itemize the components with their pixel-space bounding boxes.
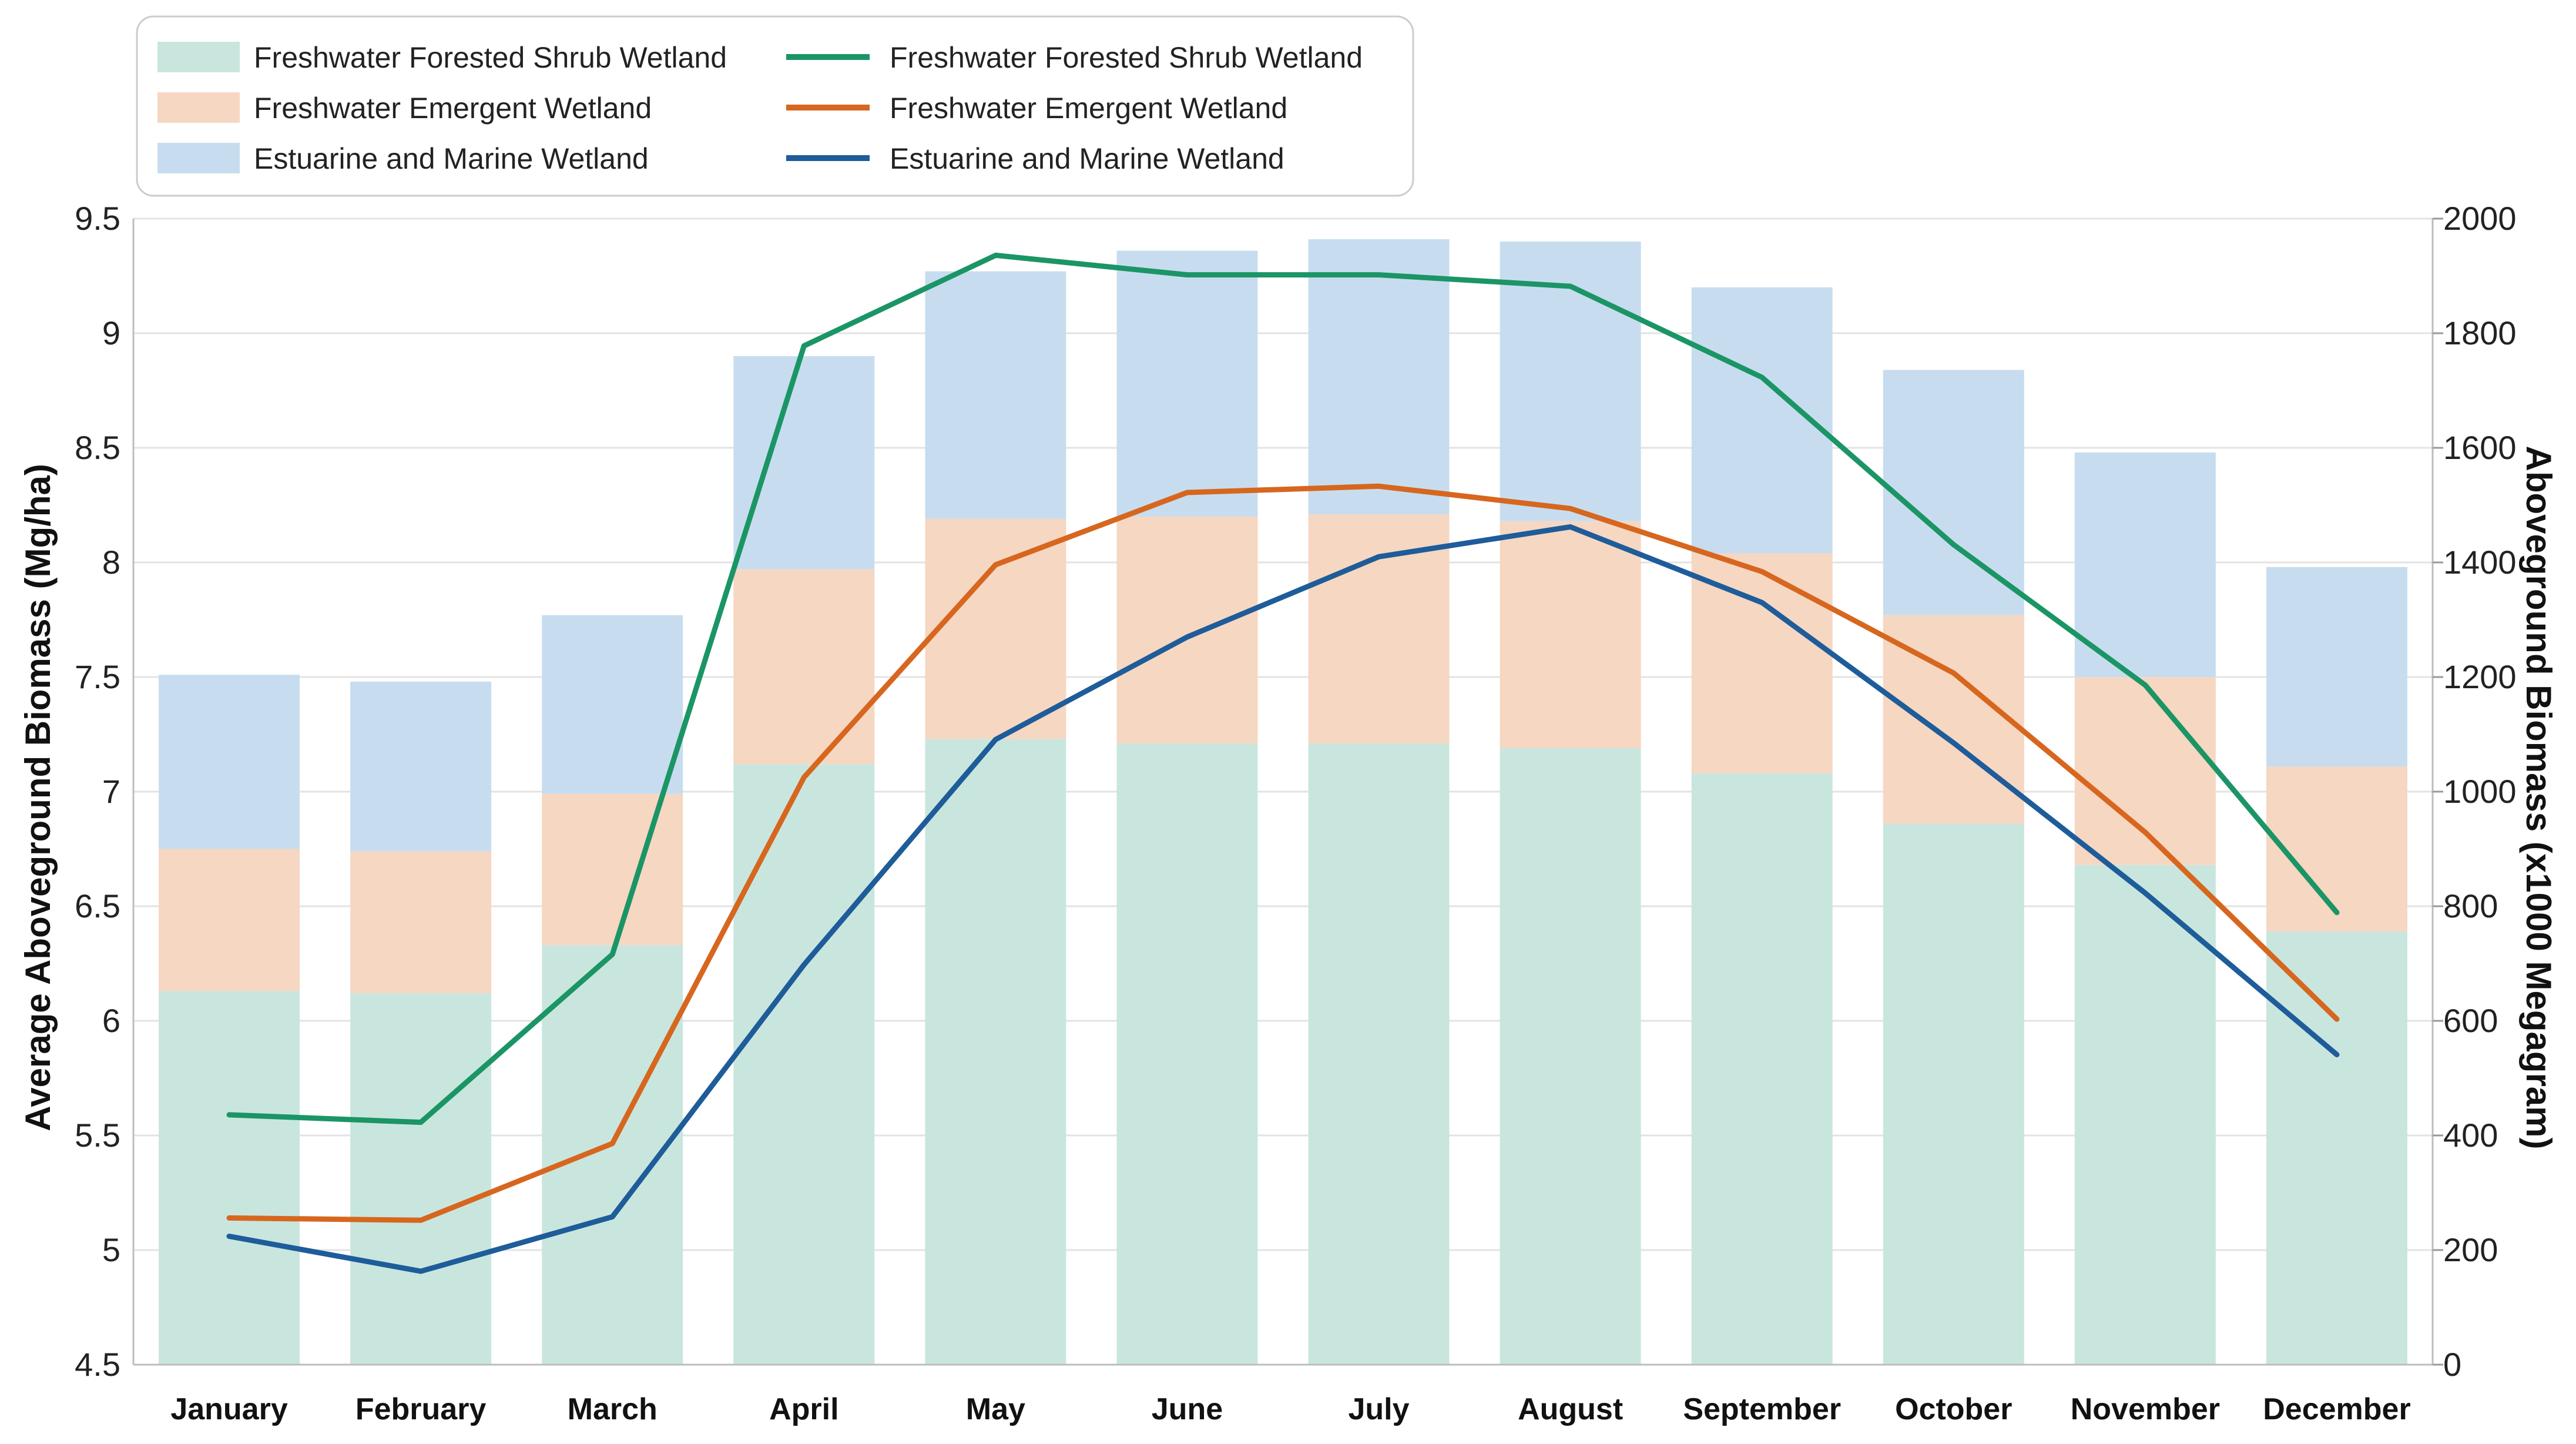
y-tick-label: 9.5 [75, 200, 120, 237]
x-tick-label: December [2263, 1392, 2410, 1426]
bar-segment [733, 764, 875, 1365]
y2-tick-label: 0 [2443, 1346, 2461, 1383]
bar-segment [2266, 931, 2407, 1365]
x-tick-label: September [1683, 1392, 1841, 1426]
bar-segment [733, 569, 875, 765]
y-tick-label: 9 [102, 314, 120, 351]
left-axis-ticks: 4.5 5 5.5 6 6.5 7 7.5 8 8.5 9 9.5 [75, 200, 120, 1383]
x-tick-label: July [1349, 1392, 1410, 1426]
series-line [226, 252, 2340, 1125]
series-line [226, 524, 2340, 1274]
bar-segment [2074, 452, 2216, 677]
y-tick-label: 4.5 [75, 1346, 120, 1383]
bar-segment [2074, 677, 2216, 865]
bar-segment [159, 991, 300, 1365]
bar-segment [350, 681, 492, 852]
y-tick-label: 6 [102, 1002, 120, 1039]
bars [159, 239, 2407, 1365]
bar-segment [1116, 743, 1258, 1365]
bar-segment [159, 849, 300, 991]
legend-label: Freshwater Forested Shrub Wetland [254, 41, 727, 74]
legend-box [136, 15, 1414, 197]
legend-label: Freshwater Emergent Wetland [254, 92, 652, 125]
x-tick-label: January [170, 1392, 288, 1426]
x-tick-label: May [966, 1392, 1025, 1426]
x-axis-ticks: January February March April May June July Augu… [170, 1392, 2410, 1426]
x-tick-label: November [2071, 1392, 2220, 1426]
y2-axis-label: Aboveground Biomass (x1000 Megagram) [2519, 446, 2558, 1150]
bar-segment [1116, 250, 1258, 517]
y2-tick-label: 1400 [2443, 544, 2517, 581]
lines [226, 252, 2340, 1274]
legend-swatch [157, 42, 240, 72]
bar-segment [1691, 553, 1833, 773]
bar-segment [1116, 517, 1258, 744]
y2-tick-label: 400 [2443, 1117, 2498, 1154]
x-tick-label: March [568, 1392, 658, 1426]
bar-segment [350, 993, 492, 1365]
bar-segment [925, 739, 1066, 1365]
legend-label: Estuarine and Marine Wetland [890, 142, 1284, 175]
y-tick-label: 7 [102, 773, 120, 810]
bar-segment [2266, 567, 2407, 767]
bar-segment [925, 271, 1066, 519]
y2-tick-label: 200 [2443, 1231, 2498, 1268]
bar-segment [1500, 521, 1641, 748]
y-tick-label: 7.5 [75, 658, 120, 695]
bar-segment [542, 793, 683, 946]
legend-label: Freshwater Emergent Wetland [890, 92, 1287, 125]
bar-segment [2266, 766, 2407, 932]
legend-swatch [157, 143, 240, 173]
x-tick-label: February [355, 1392, 487, 1426]
legend-label: Freshwater Forested Shrub Wetland [890, 41, 1363, 74]
y-tick-label: 5.5 [75, 1117, 120, 1154]
bar-segment [1691, 773, 1833, 1365]
legend-label: Estuarine and Marine Wetland [254, 142, 649, 175]
x-tick-label: August [1518, 1392, 1623, 1426]
bar-segment [1308, 239, 1450, 515]
legend-swatch [157, 92, 240, 123]
y2-tick-label: 1200 [2443, 658, 2517, 695]
y-tick-label: 8.5 [75, 429, 120, 466]
right-axis-ticks: 0 200 400 600 800 1000 1200 1400 1600 1800 2000 [2433, 200, 2517, 1383]
y-tick-label: 5 [102, 1231, 120, 1268]
y2-tick-label: 2000 [2443, 200, 2517, 237]
bar-segment [1308, 514, 1450, 744]
y-tick-label: 8 [102, 544, 120, 581]
bar-segment [1500, 748, 1641, 1365]
bar-segment [733, 356, 875, 569]
bar-segment [2074, 865, 2216, 1365]
x-tick-label: October [1895, 1392, 2012, 1426]
bar-segment [350, 851, 492, 994]
y2-tick-label: 1600 [2443, 429, 2517, 466]
bar-segment [1883, 370, 2024, 615]
bar-segment [925, 518, 1066, 739]
bar-segment [159, 675, 300, 849]
bar-segment [542, 615, 683, 794]
gridlines [133, 217, 2433, 1366]
legend: Freshwater Forested Shrub Wetland Freshwa… [136, 15, 1414, 197]
x-tick-label: June [1152, 1392, 1223, 1426]
x-tick-label: April [769, 1392, 838, 1426]
y2-tick-label: 1800 [2443, 314, 2517, 351]
bar-segment [1308, 743, 1450, 1365]
series-line [226, 483, 2340, 1223]
y2-tick-label: 600 [2443, 1002, 2498, 1039]
y2-tick-label: 1000 [2443, 773, 2517, 810]
y-axis-label: Average Aboveground Biomass (Mg/ha) [18, 464, 58, 1131]
y-tick-label: 6.5 [75, 887, 120, 924]
bar-segment [1883, 823, 2024, 1365]
y2-tick-label: 800 [2443, 887, 2498, 924]
